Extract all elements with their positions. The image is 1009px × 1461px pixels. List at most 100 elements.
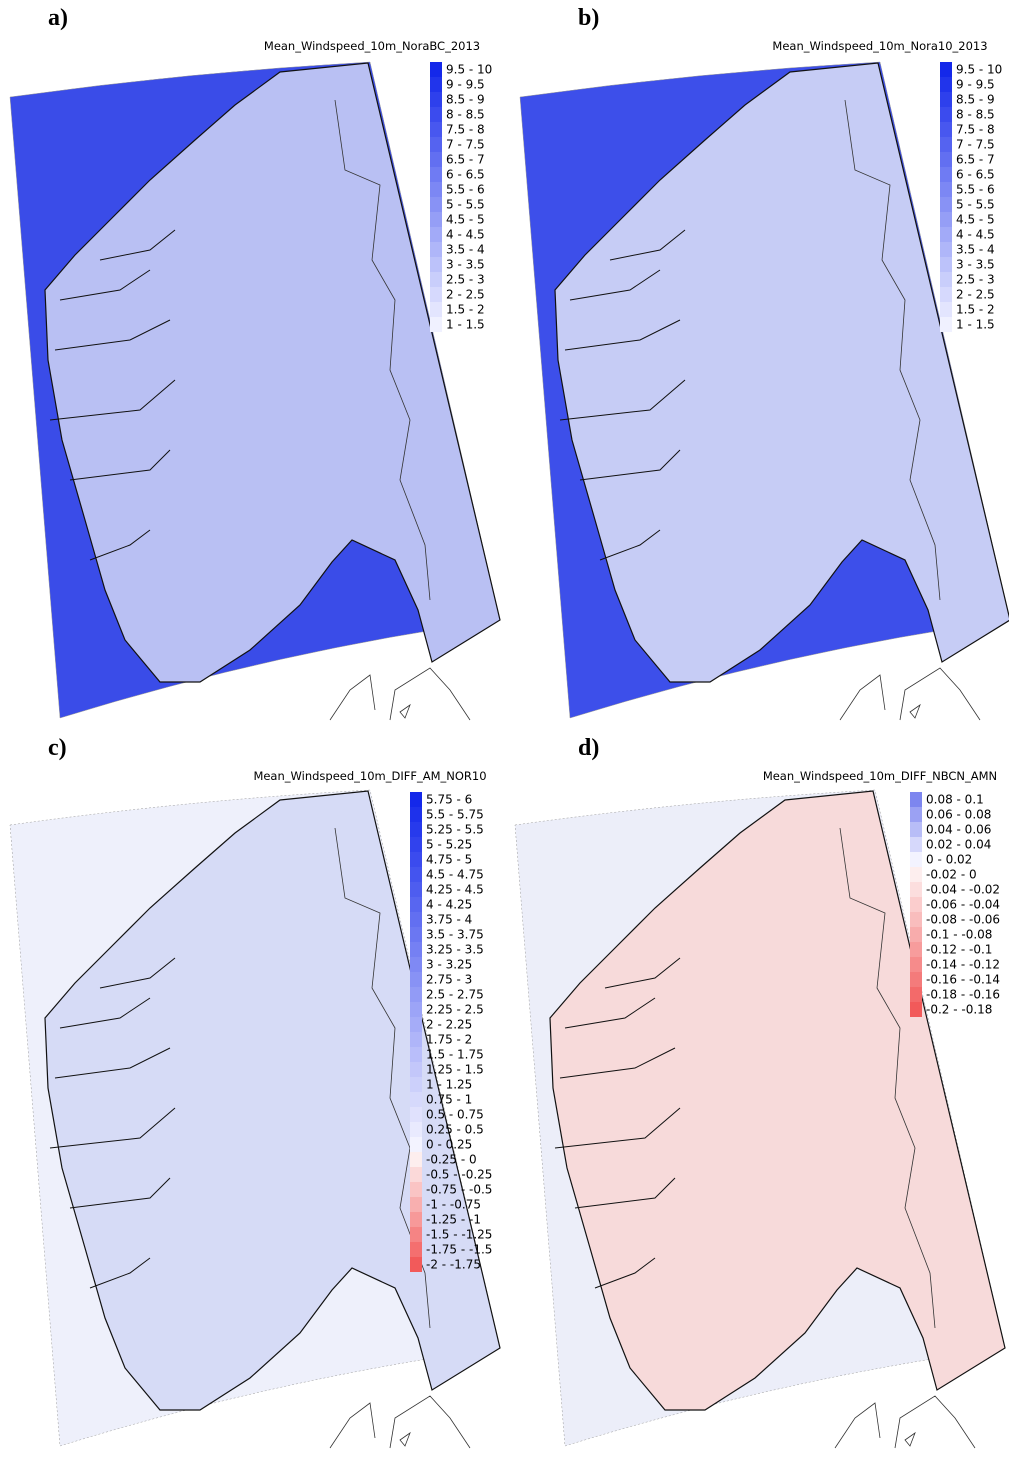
legend-swatch [910,807,922,822]
legend-swatch [940,92,952,107]
legend-swatch [410,897,422,912]
legend-swatch [430,302,442,317]
legend-label: 0 - 0.02 [926,853,972,867]
legend-swatch [430,77,442,92]
legend-swatch [940,107,952,122]
map-title: Mean_Windspeed_10m_Nora10_2013 [772,39,987,53]
legend-label: 0.04 - 0.06 [926,823,991,837]
legend-swatch [910,897,922,912]
legend-swatch [410,987,422,1002]
panel-label: a) [48,5,68,31]
legend-label: 9 - 9.5 [956,78,995,92]
legend-label: 2 - 2.25 [426,1018,472,1032]
legend-swatch [910,987,922,1002]
legend-swatch [910,957,922,972]
legend-label: 5 - 5.25 [426,838,472,852]
legend-swatch [910,867,922,882]
legend-swatch [940,167,952,182]
legend-label: 8 - 8.5 [446,108,485,122]
legend-label: 2.5 - 3 [956,273,995,287]
legend-label: -1.5 - -1.25 [426,1228,492,1242]
legend-swatch [940,182,952,197]
legend-swatch [410,1212,422,1227]
legend-swatch [430,152,442,167]
legend-swatch [410,972,422,987]
legend-swatch [430,107,442,122]
legend-label: -2 - -1.75 [426,1258,481,1272]
legend-label: -0.12 - -0.1 [926,943,992,957]
legend-swatch [940,317,952,332]
legend-label: 8 - 8.5 [956,108,995,122]
legend-swatch [410,852,422,867]
legend-swatch [940,152,952,167]
legend-swatch [940,122,952,137]
legend-swatch [940,62,952,77]
legend-label: 4.25 - 4.5 [426,883,484,897]
legend-label: 7 - 7.5 [956,138,995,152]
legend-swatch [430,197,442,212]
legend-swatch [410,942,422,957]
legend-swatch [410,822,422,837]
legend-label: 3 - 3.25 [426,958,472,972]
legend-swatch [430,287,442,302]
legend-swatch [940,257,952,272]
legend-label: 4 - 4.5 [446,228,485,242]
legend-label: 4 - 4.5 [956,228,995,242]
legend-swatch [410,1047,422,1062]
coastline-outside [329,667,471,721]
legend-swatch [910,942,922,957]
coastline-outside [839,667,981,721]
legend-label: 5.75 - 6 [426,793,472,807]
legend-swatch [410,927,422,942]
legend-swatch [410,807,422,822]
legend-swatch [410,1077,422,1092]
legend-swatch [410,1152,422,1167]
legend-swatch [410,792,422,807]
legend-label: 4 - 4.25 [426,898,472,912]
map-title: Mean_Windspeed_10m_DIFF_AM_NOR10 [253,769,486,783]
legend-label: -0.75 - -0.5 [426,1183,492,1197]
legend-label: 1.5 - 1.75 [426,1048,484,1062]
legend-label: 3.5 - 3.75 [426,928,484,942]
legend-label: 3.5 - 4 [446,243,485,257]
legend-swatch [410,912,422,927]
legend-swatch [410,1137,422,1152]
panel-label: c) [48,735,67,761]
legend-label: 7.5 - 8 [446,123,485,137]
legend-swatch [410,837,422,852]
legend-label: 0.25 - 0.5 [426,1123,484,1137]
legend-swatch [910,1002,922,1017]
legend-label: 1.25 - 1.5 [426,1063,484,1077]
legend-label: 6 - 6.5 [956,168,995,182]
legend-label: 4.5 - 4.75 [426,868,484,882]
legend-label: -0.04 - -0.02 [926,883,1000,897]
legend-swatch [430,257,442,272]
legend-label: 5.25 - 5.5 [426,823,484,837]
legend-swatch [940,212,952,227]
legend-swatch [430,62,442,77]
legend-label: -0.06 - -0.04 [926,898,1000,912]
legend-label: 2.5 - 2.75 [426,988,484,1002]
legend-swatch [410,957,422,972]
legend-label: 1.75 - 2 [426,1033,472,1047]
legend-label: 0.06 - 0.08 [926,808,991,822]
legend-label: -0.25 - 0 [426,1153,477,1167]
panel-label: d) [578,735,599,761]
legend-label: -0.08 - -0.06 [926,913,1000,927]
legend-label: 1 - 1.5 [956,318,995,332]
map-title: Mean_Windspeed_10m_NoraBC_2013 [264,39,480,53]
legend-swatch [430,317,442,332]
legend-swatch [940,287,952,302]
legend-swatch [410,1092,422,1107]
legend-swatch [430,242,442,257]
legend-label: 2 - 2.5 [446,288,485,302]
legend-label: 5 - 5.5 [956,198,995,212]
legend-label: 0.02 - 0.04 [926,838,991,852]
legend-swatch [910,972,922,987]
legend-label: 5.5 - 6 [956,183,995,197]
legend-label: 4.5 - 5 [446,213,485,227]
legend-label: 3.75 - 4 [426,913,472,927]
legend-label: -0.16 - -0.14 [926,973,1000,987]
legend-label: 6.5 - 7 [446,153,485,167]
legend-swatch [410,1002,422,1017]
